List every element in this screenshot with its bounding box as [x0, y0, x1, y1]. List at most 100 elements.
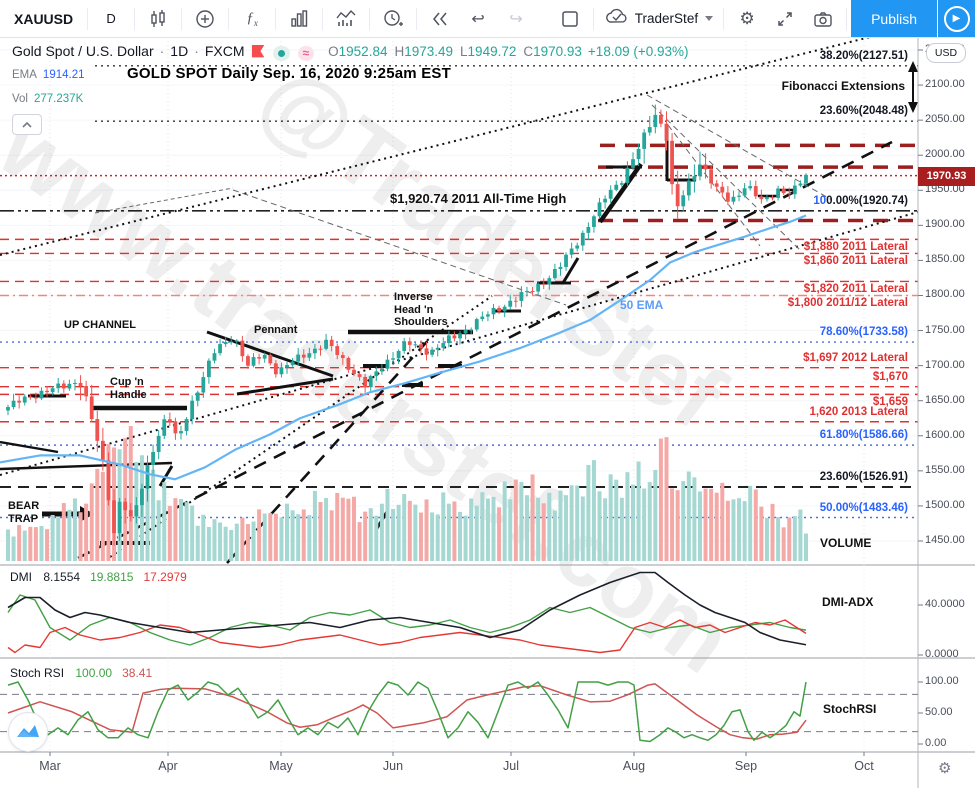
- fx-icon: ƒx: [246, 9, 258, 28]
- interval-button[interactable]: D: [106, 11, 116, 26]
- fullscreen-button[interactable]: [766, 5, 804, 33]
- layout-button[interactable]: [551, 5, 589, 33]
- vol-label: Vol: [12, 93, 28, 105]
- watermark: www.traderstef.com@TraderStef: [0, 45, 750, 692]
- recovery-dotted: [109, 295, 493, 558]
- annotation-arrowhead: [908, 102, 918, 113]
- publish-button[interactable]: Publish: [851, 0, 937, 37]
- settings-button[interactable]: ⚙: [728, 5, 766, 33]
- ohlc-item: H1973.49: [394, 44, 454, 59]
- camera-icon: [813, 10, 833, 28]
- redo-icon: ↪: [509, 10, 523, 28]
- chart-area: www.traderstef.com@TraderStef 2150.00210…: [0, 37, 975, 788]
- compare-add-button[interactable]: [186, 5, 224, 33]
- ema-label: EMA: [12, 69, 37, 81]
- annotation-line: [158, 465, 174, 487]
- replay-button[interactable]: [421, 5, 459, 33]
- add-circle-icon: [195, 9, 215, 29]
- redo-button[interactable]: ↪: [497, 5, 535, 33]
- data-status-pill[interactable]: [272, 46, 290, 61]
- stoch-legend-row[interactable]: Stoch RSI 100.00 38.41: [10, 666, 152, 680]
- change-value: +18.09 (+0.93%): [587, 44, 689, 59]
- undo-button[interactable]: ↩: [459, 5, 497, 33]
- stoch-d-line: [7, 683, 807, 740]
- indicator-templates-button[interactable]: [327, 5, 365, 33]
- symbol-header[interactable]: Gold Spot / U.S. Dollar · 1D · FXCM ≈ O1…: [12, 43, 689, 61]
- ohlc-item: O1952.84: [328, 44, 388, 59]
- status-dot-icon: [277, 50, 285, 57]
- divider: [846, 7, 848, 30]
- stoch-label: Stoch RSI: [10, 666, 65, 680]
- annotation-line: [232, 189, 567, 306]
- symbol-title: Gold Spot / U.S. Dollar: [12, 43, 154, 59]
- divider: [416, 7, 418, 30]
- ohlc-values: O1952.84 H1973.49 L1949.72 C1970.93: [328, 44, 582, 59]
- divider: [723, 7, 725, 30]
- stoch-d-value: 38.41: [122, 666, 153, 680]
- price-levels: [0, 65, 918, 519]
- axis-settings-gear-icon[interactable]: ⚙: [938, 760, 952, 777]
- fundamentals-button[interactable]: [280, 5, 318, 33]
- delayed-data-pill[interactable]: ≈: [297, 45, 315, 61]
- chart-title: GOLD SPOT Daily Sep. 16, 2020 9:25am EST: [127, 65, 451, 82]
- annotation-arrowhead: [908, 61, 918, 72]
- divider: [369, 7, 371, 30]
- last-price-tag: 1970.93: [918, 166, 975, 186]
- tradingview-logo[interactable]: [8, 712, 48, 752]
- annotation-line: [561, 257, 580, 284]
- play-icon: ▶: [943, 5, 970, 32]
- indicator-lines: [0, 565, 918, 752]
- currency-toggle[interactable]: USD: [926, 43, 966, 63]
- compare-bars-icon: [289, 9, 309, 29]
- symbol-button[interactable]: XAUUSD: [14, 10, 74, 27]
- divider: [228, 7, 230, 30]
- market-flag-icon: [251, 45, 265, 61]
- replay-icon: [430, 9, 450, 29]
- annotation-line: [667, 124, 761, 247]
- dmi-adx-value: 8.1554: [43, 570, 81, 584]
- cloud-sync-icon: [604, 8, 630, 29]
- play-button[interactable]: ▶: [938, 0, 975, 37]
- top-toolbar: XAUUSD D ƒx ↩ ↪ TraderStef ⚙: [0, 0, 975, 38]
- candles: [6, 104, 808, 546]
- axis-ticks: [49, 49, 923, 756]
- volume-bars: [6, 426, 808, 561]
- exchange-label: FXCM: [204, 43, 245, 59]
- up-channel-upper: [0, 37, 875, 256]
- stoch-k-line: [7, 681, 807, 743]
- ema-legend-row[interactable]: EMA 1914.21: [12, 69, 85, 81]
- vol-legend-row[interactable]: Vol 277.237K: [12, 93, 83, 105]
- dmi-legend-row[interactable]: DMI 8.1554 19.8815 17.2979: [10, 570, 187, 584]
- annotation-line: [646, 94, 833, 201]
- pane-frame: [0, 37, 975, 788]
- flag-pole: [598, 162, 643, 224]
- chart-canvas[interactable]: www.traderstef.com@TraderStef: [0, 37, 975, 788]
- cloud-account-menu[interactable]: TraderStef: [598, 8, 719, 29]
- alert-clock-icon: [382, 9, 404, 29]
- indicators-button[interactable]: ƒx: [233, 5, 271, 33]
- pennant-lower: [236, 377, 334, 396]
- divider: [87, 7, 89, 30]
- divider: [181, 7, 183, 30]
- steep-dashed-trend: [226, 335, 433, 564]
- snapshot-button[interactable]: [804, 5, 842, 33]
- collapse-legend-button[interactable]: [12, 114, 42, 135]
- chart-style-button[interactable]: [139, 5, 177, 33]
- dmi-adx-line: [7, 571, 807, 646]
- divider: [134, 7, 136, 30]
- divider: [275, 7, 277, 30]
- dmi-minus-di-value: 17.2979: [143, 570, 187, 584]
- divider: [592, 7, 594, 30]
- annotation-line: [94, 187, 234, 214]
- alert-button[interactable]: [374, 5, 412, 33]
- vol-value: 277.237K: [34, 93, 84, 105]
- dmi-minus-di-line: [7, 619, 807, 654]
- ohlc-item: C1970.93: [523, 44, 582, 59]
- gear-icon: ⚙: [739, 8, 755, 28]
- ema-line: [0, 214, 807, 481]
- interval-label: 1D: [170, 43, 189, 59]
- undo-icon: ↩: [471, 10, 485, 28]
- layout-icon: [561, 10, 579, 28]
- fullscreen-icon: [776, 10, 794, 28]
- divider: [322, 7, 324, 30]
